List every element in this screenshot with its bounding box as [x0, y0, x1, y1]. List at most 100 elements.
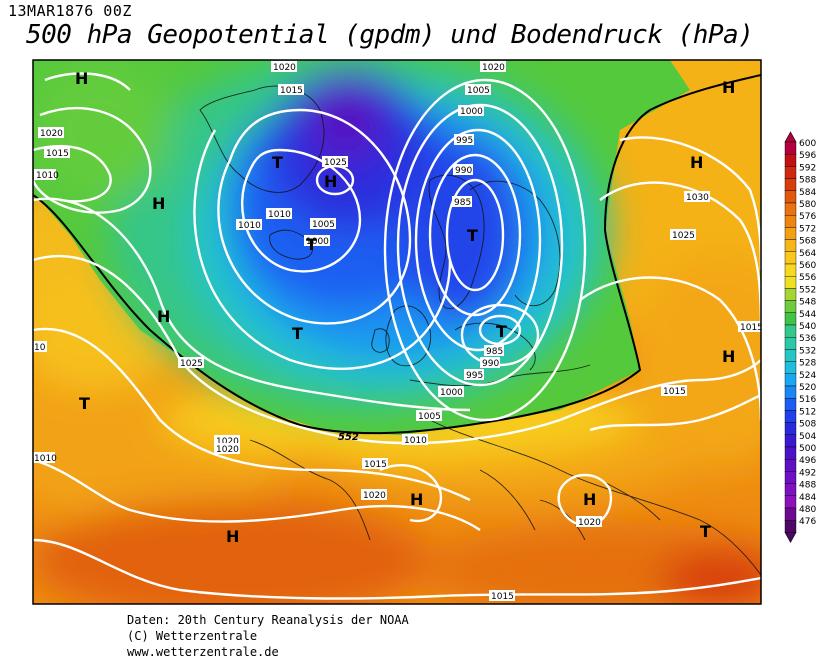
legend-swatch [784, 434, 797, 448]
isobar-label: 1020 [214, 443, 240, 455]
legend-label: 596 [799, 151, 816, 161]
map-title: 500 hPa Geopotential (gpdm) und Bodendru… [26, 20, 754, 50]
legend-label: 552 [799, 285, 816, 295]
pressure-marker: T [467, 226, 478, 245]
map-datetime: 13MAR1876 00Z [8, 2, 132, 20]
isobar-label: 990 [453, 164, 473, 176]
svg-text:1020: 1020 [578, 518, 601, 528]
isobar-label: 985 [452, 196, 472, 208]
svg-text:1005: 1005 [418, 412, 441, 422]
legend-label: 592 [799, 163, 816, 173]
legend-swatch [784, 190, 797, 204]
legend-swatch [784, 495, 797, 509]
pressure-marker: H [722, 78, 735, 97]
legend-swatch [784, 239, 797, 253]
isobar-label: 1025 [178, 357, 204, 369]
legend-swatch [784, 312, 797, 326]
isobar-label: 995 [454, 134, 474, 146]
legend-label: 496 [799, 456, 816, 466]
svg-text:1020: 1020 [216, 445, 239, 455]
pressure-marker: T [79, 394, 90, 413]
pressure-marker: H [583, 490, 596, 509]
pressure-marker: H [410, 490, 423, 509]
legend-swatch [784, 263, 797, 277]
svg-text:1020: 1020 [482, 63, 505, 73]
legend-swatch [784, 288, 797, 301]
isobar-label: 1025 [670, 229, 696, 241]
legend-label: 504 [799, 432, 816, 442]
svg-text:1010: 1010 [36, 171, 59, 181]
isobar-label: 1010 [34, 169, 59, 181]
legend-label: 544 [799, 310, 816, 320]
legend-label: 548 [799, 298, 816, 308]
isobar-label: 1005 [416, 410, 442, 422]
isobar-label: 1015 [362, 458, 388, 470]
isobar-label: 990 [480, 357, 500, 369]
legend-swatch [784, 385, 797, 399]
svg-text:1015: 1015 [280, 86, 303, 96]
legend-label: 564 [799, 249, 816, 259]
pressure-marker: T [496, 322, 507, 341]
legend-label: 476 [799, 517, 816, 527]
isobar-label: 1020 [480, 61, 506, 73]
svg-text:1010: 1010 [268, 210, 291, 220]
legend-label: 520 [799, 383, 816, 393]
legend-label: 488 [799, 481, 816, 491]
legend-swatch [784, 398, 797, 411]
svg-text:1000: 1000 [440, 388, 463, 398]
isobar-label: 1015 [278, 84, 304, 96]
legend-swatch [784, 276, 797, 289]
legend-swatch [784, 471, 797, 484]
svg-text:995: 995 [456, 136, 473, 146]
legend-swatch [784, 153, 797, 167]
pressure-marker: H [690, 153, 703, 172]
svg-text:1020: 1020 [216, 437, 239, 447]
svg-text:985: 985 [454, 198, 471, 208]
svg-text:1025: 1025 [180, 359, 203, 369]
isobar-label: 1000 [458, 105, 484, 117]
legend-swatch [784, 251, 797, 265]
svg-text:1015: 1015 [740, 323, 763, 333]
legend-label: 532 [799, 346, 816, 356]
legend-label: 508 [799, 420, 816, 430]
svg-text:10: 10 [34, 343, 46, 353]
svg-text:985: 985 [486, 347, 503, 357]
legend-swatch [784, 520, 797, 533]
pressure-marker: H [75, 69, 88, 88]
isobar-label: 995 [464, 369, 484, 381]
legend-swatch [784, 227, 797, 240]
isobar-label: 1020 [271, 61, 297, 73]
svg-text:1010: 1010 [404, 436, 427, 446]
isobar-label: 1015 [44, 147, 70, 159]
svg-text:1015: 1015 [491, 592, 514, 602]
pressure-marker: T [292, 324, 303, 343]
legend-swatch [784, 214, 797, 228]
legend-label: 524 [799, 371, 816, 381]
svg-text:1020: 1020 [363, 491, 386, 501]
svg-text:1020: 1020 [40, 129, 63, 139]
legend-label: 480 [799, 505, 816, 515]
svg-text:1010: 1010 [34, 454, 57, 464]
legend-label: 512 [799, 407, 816, 417]
isobar-label: 1020 [361, 489, 387, 501]
legend-label: 576 [799, 212, 816, 222]
svg-text:1025: 1025 [672, 231, 695, 241]
pressure-marker: H [226, 527, 239, 546]
legend-label: 516 [799, 395, 816, 405]
legend-swatch [784, 507, 797, 521]
isobar-label: 10 [33, 341, 47, 353]
isobar-label: 1020 [214, 435, 240, 447]
svg-text:1015: 1015 [663, 387, 686, 397]
legend-label: 540 [799, 322, 816, 332]
color-legend: 600 596 592 588 584 580 576 572 568 564 560 556 552 5… [784, 131, 816, 544]
legend-swatch [784, 141, 797, 155]
isobar-label: 1010 [236, 219, 262, 231]
svg-text:1015: 1015 [364, 460, 387, 470]
footer-source: Daten: 20th Century Reanalysis der NOAA [127, 613, 409, 627]
legend-label: 568 [799, 237, 816, 247]
isobar-label: 1030 [684, 191, 710, 203]
legend-swatch [784, 202, 797, 216]
svg-text:1000: 1000 [460, 107, 483, 117]
legend-swatch [784, 178, 797, 192]
